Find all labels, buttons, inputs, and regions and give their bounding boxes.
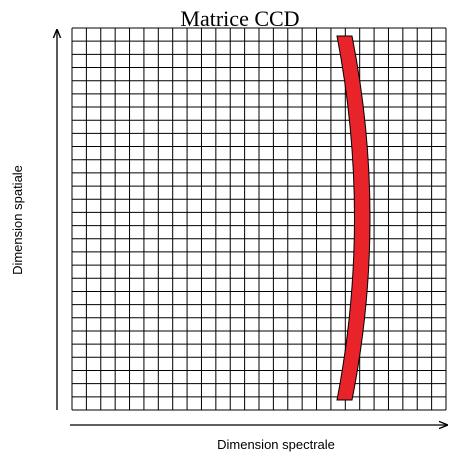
spectral-trace [336,35,371,401]
title: Matrice CCD [180,6,299,31]
x-axis-label: Dimension spectrale [217,437,335,452]
ccd-grid [71,27,447,411]
grid-lines [71,27,447,411]
y-axis-label: Dimension spatiale [10,165,25,275]
